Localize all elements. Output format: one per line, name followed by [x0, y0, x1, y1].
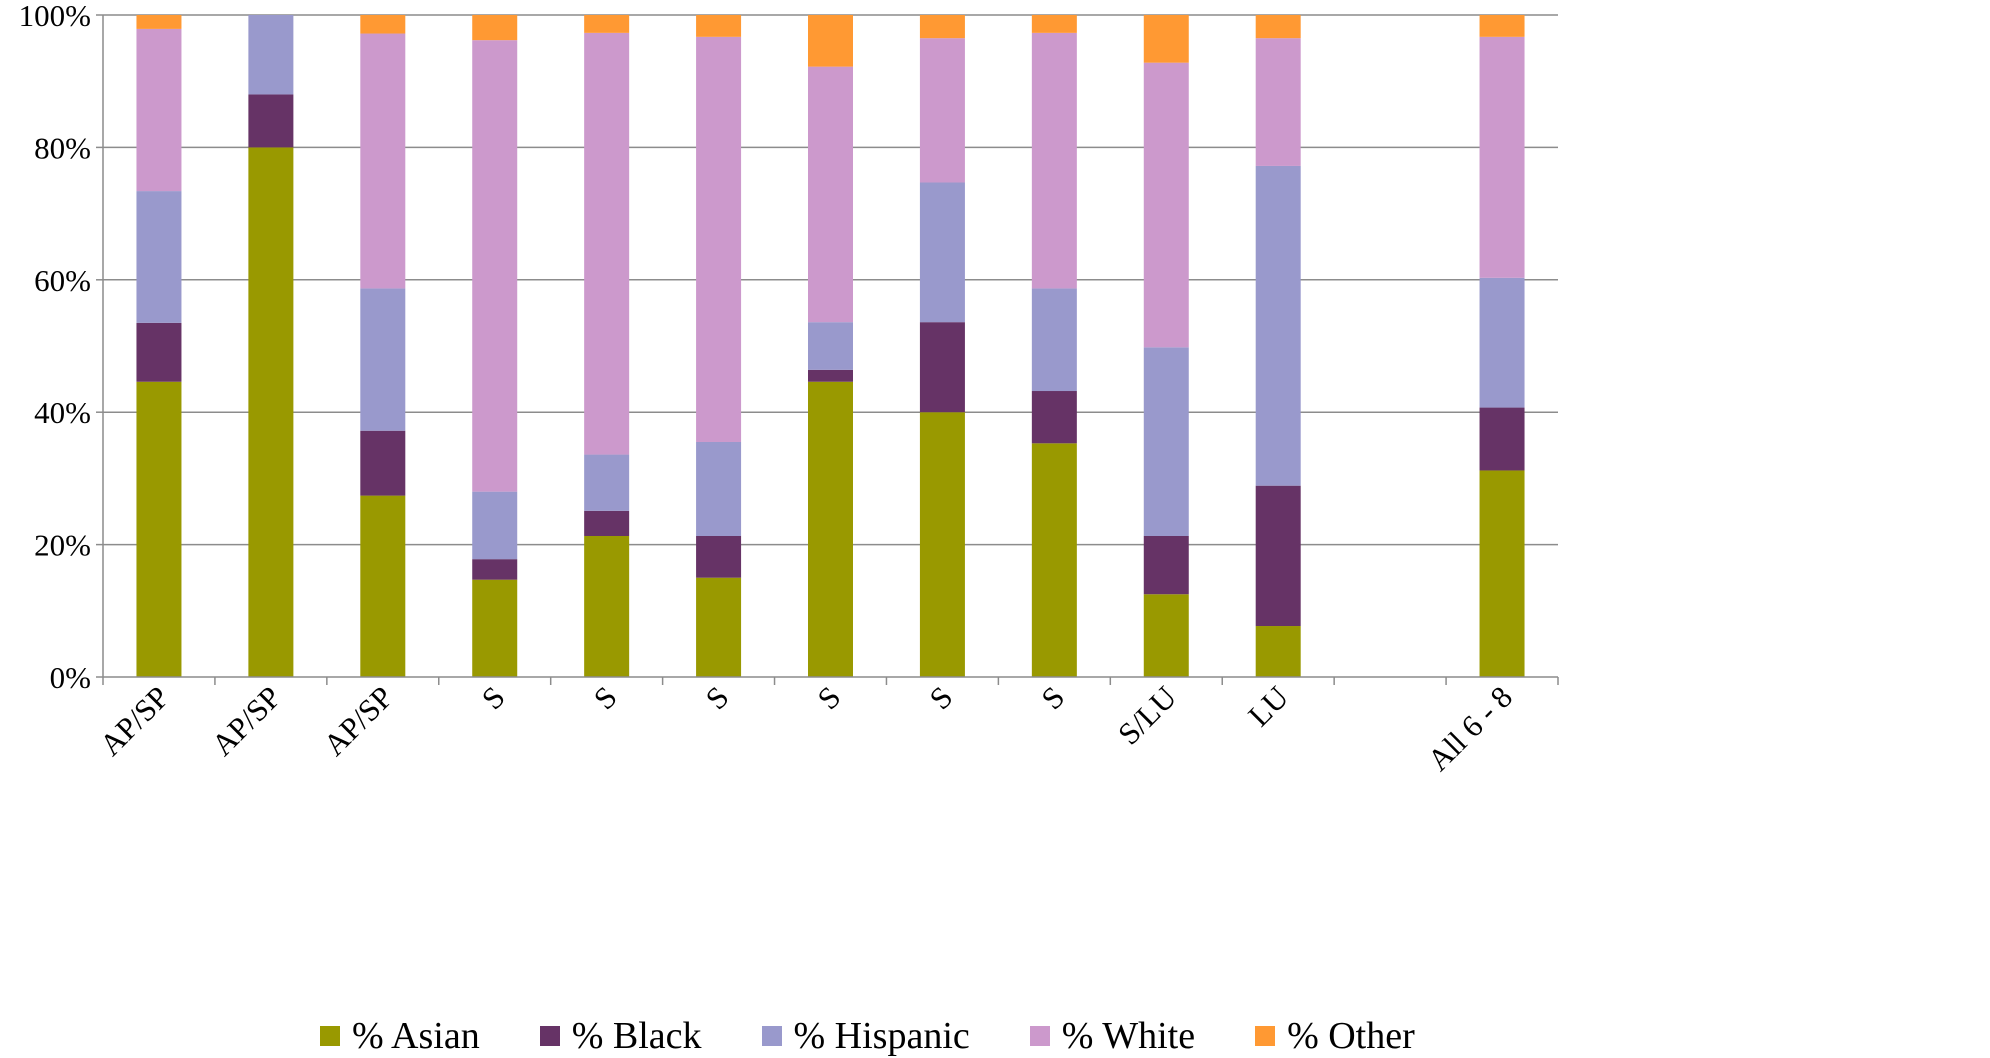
bar-segment-hispanic: [1255, 165, 1301, 486]
legend-label: % White: [1061, 1015, 1196, 1057]
bar-segment-hispanic: [696, 441, 742, 536]
bar-segment-other: [1143, 15, 1189, 63]
bar-segment-white: [696, 36, 742, 442]
bar-segment-black: [1031, 391, 1077, 444]
x-category-label: S: [922, 679, 959, 716]
x-category-label: S: [587, 679, 624, 716]
bar-segment-other: [360, 15, 406, 34]
bars: [136, 15, 1525, 677]
x-category-label: S/LU: [1111, 679, 1183, 751]
x-category-label: All 6 - 8: [1421, 679, 1519, 777]
y-tick-label: 60%: [34, 263, 91, 298]
legend-label: % Black: [571, 1015, 702, 1057]
bar-segment-other: [696, 15, 742, 37]
bar-segment-black: [136, 322, 182, 382]
bar-segment-white: [1031, 32, 1077, 289]
legend-swatch: [1255, 1026, 1276, 1046]
x-category-label: AP/SP: [93, 679, 176, 762]
x-category-label: S: [475, 679, 512, 716]
bar-segment-black: [360, 430, 406, 496]
bar-segment-black: [919, 322, 965, 413]
x-category-label: AP/SP: [205, 679, 288, 762]
bar-segment-asian: [360, 495, 406, 677]
bar-segment-asian: [584, 535, 630, 677]
bar-segment-asian: [1255, 626, 1301, 677]
bar-segment-white: [1143, 62, 1189, 348]
legend-label: % Other: [1287, 1015, 1415, 1057]
bar-segment-other: [1031, 15, 1077, 33]
bar-segment-other: [1479, 15, 1525, 37]
y-tick-label: 80%: [34, 130, 91, 165]
bar-segment-asian: [808, 381, 853, 677]
bar-segment-black: [696, 535, 742, 578]
bar-segment-asian: [136, 381, 182, 677]
bar-segment-asian: [472, 579, 518, 677]
legend-label: % Hispanic: [793, 1015, 970, 1057]
bar-segment-other: [1255, 15, 1301, 39]
x-category-label: S: [811, 679, 848, 716]
bar-segment-hispanic: [1031, 288, 1077, 392]
legend-label: % Asian: [352, 1015, 480, 1057]
bar-segment-hispanic: [919, 182, 965, 323]
x-category-label: S: [1034, 679, 1071, 716]
bar-segment-white: [919, 38, 965, 183]
bar-segment-other: [136, 15, 182, 29]
bar-segment-other: [808, 15, 853, 67]
bar-segment-asian: [696, 577, 742, 677]
bar-segment-black: [1143, 535, 1189, 595]
y-tick-label: 100%: [19, 0, 91, 33]
x-category-label: S: [699, 679, 736, 716]
legend-item: % Asian: [320, 1014, 480, 1058]
bar-segment-hispanic: [136, 191, 182, 323]
bar-segment-asian: [1031, 443, 1077, 677]
bar-segment-white: [472, 40, 518, 492]
legend: % Asian % Black % Hispanic % White % Other: [320, 1014, 1475, 1058]
axes: [96, 14, 1559, 685]
bar-segment-black: [808, 369, 853, 382]
y-tick-label: 40%: [34, 395, 91, 430]
x-category-label: AP/SP: [317, 679, 400, 762]
bar-segment-hispanic: [808, 322, 853, 370]
y-tick-label: 20%: [34, 528, 91, 563]
legend-item: % Other: [1255, 1014, 1415, 1058]
bar-segment-hispanic: [1479, 277, 1525, 408]
x-category-label: LU: [1241, 679, 1295, 733]
bar-segment-black: [1479, 407, 1525, 471]
bar-segment-black: [1255, 485, 1301, 627]
bar-segment-asian: [248, 147, 294, 677]
legend-swatch: [539, 1026, 560, 1046]
legend-item: % Black: [539, 1014, 702, 1058]
bar-segment-hispanic: [360, 288, 406, 431]
bar-segment-white: [136, 28, 182, 192]
legend-item: % White: [1029, 1014, 1196, 1058]
bar-segment-white: [1255, 38, 1301, 166]
bar-segment-white: [1479, 36, 1525, 278]
bar-segment-hispanic: [472, 491, 518, 560]
legend-swatch: [1029, 1026, 1050, 1046]
legend-swatch: [761, 1026, 782, 1046]
bar-segment-hispanic: [1143, 347, 1189, 536]
bar-segment-black: [472, 559, 518, 580]
bar-segment-asian: [1143, 594, 1189, 677]
bar-segment-hispanic: [584, 454, 630, 511]
bar-segment-white: [584, 32, 630, 455]
bar-segment-asian: [919, 412, 965, 677]
legend-swatch: [320, 1026, 340, 1046]
bar-segment-asian: [1479, 470, 1525, 677]
bar-segment-white: [360, 33, 406, 289]
y-tick-label: 0%: [50, 660, 91, 695]
bar-segment-black: [248, 94, 294, 148]
bar-segment-white: [808, 66, 853, 323]
bar-segment-other: [472, 15, 518, 41]
legend-item: % Hispanic: [761, 1014, 970, 1058]
bar-segment-hispanic: [248, 15, 294, 95]
bar-segment-other: [919, 15, 965, 39]
bar-segment-other: [584, 15, 630, 33]
bar-segment-black: [584, 510, 630, 536]
